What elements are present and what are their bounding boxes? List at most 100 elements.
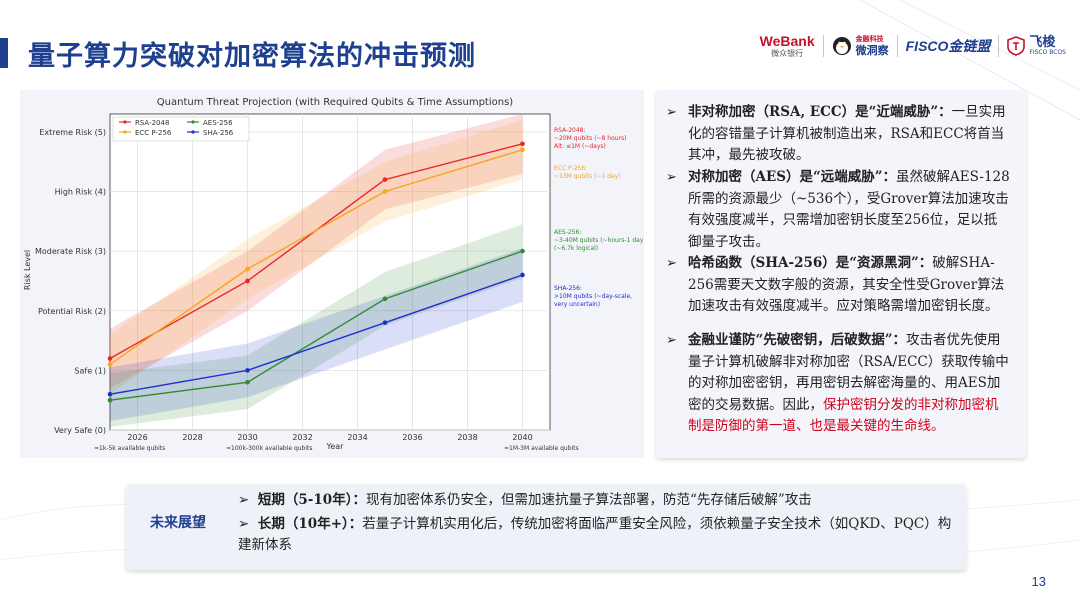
uncertainty-band-0 (110, 114, 523, 389)
shield-icon (1007, 36, 1026, 56)
data-point (245, 368, 250, 373)
series-annotation: AES-256: (554, 229, 581, 236)
future-outlook-panel: 未来展望 ➢ 短期（5-10年）：现有加密体系仍安全，但需加速抗量子算法部署，防… (126, 484, 966, 570)
series-annotation: ECC P-256: (554, 165, 587, 172)
series-annotation: RSA-2048: (554, 127, 586, 134)
x-tick-label: 2036 (402, 433, 422, 442)
bullet-finance: ➢ 金融业谨防“先破密钥，后破数据”：攻击者优先使用量子计算机破解非对称加密（R… (666, 330, 1010, 438)
data-point (245, 278, 250, 284)
series-annotation: very uncertain) (554, 301, 600, 308)
qubit-availability-note: ≈1k-5k available qubits (94, 445, 165, 452)
chart-svg: Quantum Threat Projection (with Required… (23, 97, 644, 452)
legend-marker (123, 130, 127, 134)
future-long-term: ➢ 长期（10年+）：若量子计算机实用化后，传统加密将面临严重安全风险，须依赖量… (238, 514, 958, 556)
logo-main: FISCO金链盟 (905, 38, 991, 54)
legend-box (112, 116, 250, 142)
logo-divider (822, 35, 824, 57)
logo-main: WeBank (759, 33, 815, 49)
logo-sub: 微洞察 (855, 44, 889, 57)
future-head: 短期（5-10年）： (257, 492, 366, 508)
bullet-head: 非对称加密（RSA, ECC）是“近端威胁”： (688, 104, 952, 120)
legend-marker (123, 120, 127, 124)
bullet-symmetric: ➢ 对称加密（AES）是“远端威胁”：虽然破解AES-128所需的资源最少（~5… (666, 167, 1010, 253)
series-annotation: (~6.7k logical) (554, 245, 598, 252)
data-point (245, 266, 250, 272)
bullet-hash: ➢ 哈希函数（SHA-256）是“资源黑洞”：破解SHA-256需要天文数字般的… (666, 253, 1010, 318)
bullet-body: 一旦实用化的容错量子计算机被制造出来，RSA和ECC将首当其冲，最先被攻破。 (688, 104, 1006, 163)
logo-divider (896, 35, 898, 57)
arrow-icon: ➢ (238, 492, 258, 508)
future-body: 现有加密体系仍安全，但需加速抗量子算法部署，防范“先存储后破解”攻击 (365, 492, 812, 508)
data-point (382, 320, 388, 325)
x-tick-label: 2034 (347, 433, 367, 442)
x-tick-label: 2028 (182, 433, 202, 442)
arrow-icon: ➢ (666, 105, 677, 120)
webank-logo: WeBank 微众银行 (760, 34, 815, 58)
bullet-body: 破解SHA-256需要天文数字般的资源，其安全性受Grover算法加速攻击有效强… (688, 255, 1005, 314)
page-number: 13 (1031, 574, 1046, 589)
x-axis-label: Year (326, 442, 345, 451)
bullet-highlight: 保护密钥分发的非对称加密机制是防御的第一道、也是最关键的生命线。 (688, 396, 999, 435)
logo-main: 飞梭 (1029, 35, 1056, 50)
bullet-head: 金融业谨防“先破密钥，后破数据”： (688, 332, 907, 348)
x-tick-label: 2032 (292, 433, 312, 442)
data-point (107, 391, 113, 397)
x-tick-label: 2030 (237, 433, 257, 442)
plot-area (109, 113, 551, 431)
data-point (382, 296, 388, 302)
data-point (107, 356, 113, 361)
y-tick-label: High Risk (4) (55, 188, 106, 197)
future-label: 未来展望 (150, 515, 206, 531)
threat-projection-chart: Quantum Threat Projection (with Required… (20, 90, 644, 458)
qubit-availability-note: ≈1M-3M available qubits (504, 445, 579, 452)
series-line-3 (109, 274, 523, 395)
data-point (520, 248, 525, 254)
series-annotation: >10M qubits (~day-scale, (554, 293, 632, 300)
qubit-availability-note: ≈100k-300k available qubits (226, 445, 313, 452)
x-tick-label: 2026 (127, 433, 147, 442)
series-annotation: ~13M qubits (~1 day) (554, 173, 621, 180)
bullet-head: 哈希函数（SHA-256）是“资源黑洞”： (688, 255, 933, 271)
future-body: 若量子计算机实用化后，传统加密将面临严重安全风险，须依赖量子安全技术（如QKD、… (238, 516, 952, 553)
x-tick-label: 2038 (457, 433, 477, 442)
logo-main: 金融科技 (855, 35, 884, 43)
series-annotation: ~3-40M qubits (~hours-1 day) (554, 237, 644, 244)
data-point (107, 397, 113, 403)
logo-strip: WeBank 微众银行 金融科技 微洞察 FISCO金链盟 飞梭 FISCO B… (760, 28, 1066, 64)
feisuo-logo: 飞梭 FISCO BCOS (1007, 36, 1066, 56)
y-tick-label: Extreme Risk (5) (39, 128, 106, 137)
legend-label: AES-256 (203, 119, 233, 127)
data-point (382, 189, 388, 194)
legend-label: ECC P-256 (135, 129, 172, 137)
x-tick-label: 2040 (512, 433, 532, 442)
fisco-logo: FISCO金链盟 (906, 39, 991, 53)
bullet-head: 对称加密（AES）是“远端威胁”： (688, 169, 897, 185)
future-short-term: ➢ 短期（5-10年）：现有加密体系仍安全，但需加速抗量子算法部署，防范“先存储… (238, 490, 958, 511)
series-line-1 (109, 149, 523, 365)
arrow-icon: ➢ (666, 170, 677, 185)
title-accent-bar (0, 38, 8, 68)
data-point (520, 272, 525, 278)
bullet-body: 虽然破解AES-128所需的资源最少（~536个），受Grover算法加速攻击有… (688, 169, 1010, 250)
legend-marker (191, 120, 195, 124)
bullet-body: 攻击者优先使用量子计算机破解非对称加密（RSA/ECC）获取传输中的对称加密密钥… (688, 332, 1009, 413)
series-annotation: Alt: ≤1M (~days) (554, 143, 606, 150)
insight-logo: 金融科技 微洞察 (832, 36, 889, 56)
bullet-asymmetric: ➢ 非对称加密（RSA, ECC）是“近端威胁”：一旦实用化的容错量子计算机被制… (666, 102, 1010, 167)
chart-title: Quantum Threat Projection (with Required… (157, 97, 514, 108)
penguin-icon (832, 37, 851, 55)
y-tick-label: Safe (1) (74, 366, 106, 375)
data-point (107, 362, 113, 367)
arrow-icon: ➢ (666, 333, 677, 348)
data-point (382, 177, 388, 182)
logo-sub: FISCO BCOS (1029, 49, 1066, 56)
slide-title: 量子算力突破对加密算法的冲击预测 (28, 41, 476, 72)
series-annotation: ~20M qubits (~8 hours) (554, 135, 627, 142)
legend-marker (191, 130, 195, 134)
future-head: 长期（10年+）： (257, 516, 363, 532)
series-line-2 (109, 250, 523, 401)
uncertainty-band-3 (110, 248, 523, 422)
y-axis-label: Risk Level (23, 250, 32, 290)
y-tick-label: Very Safe (0) (54, 426, 106, 435)
arrow-icon: ➢ (238, 516, 258, 532)
